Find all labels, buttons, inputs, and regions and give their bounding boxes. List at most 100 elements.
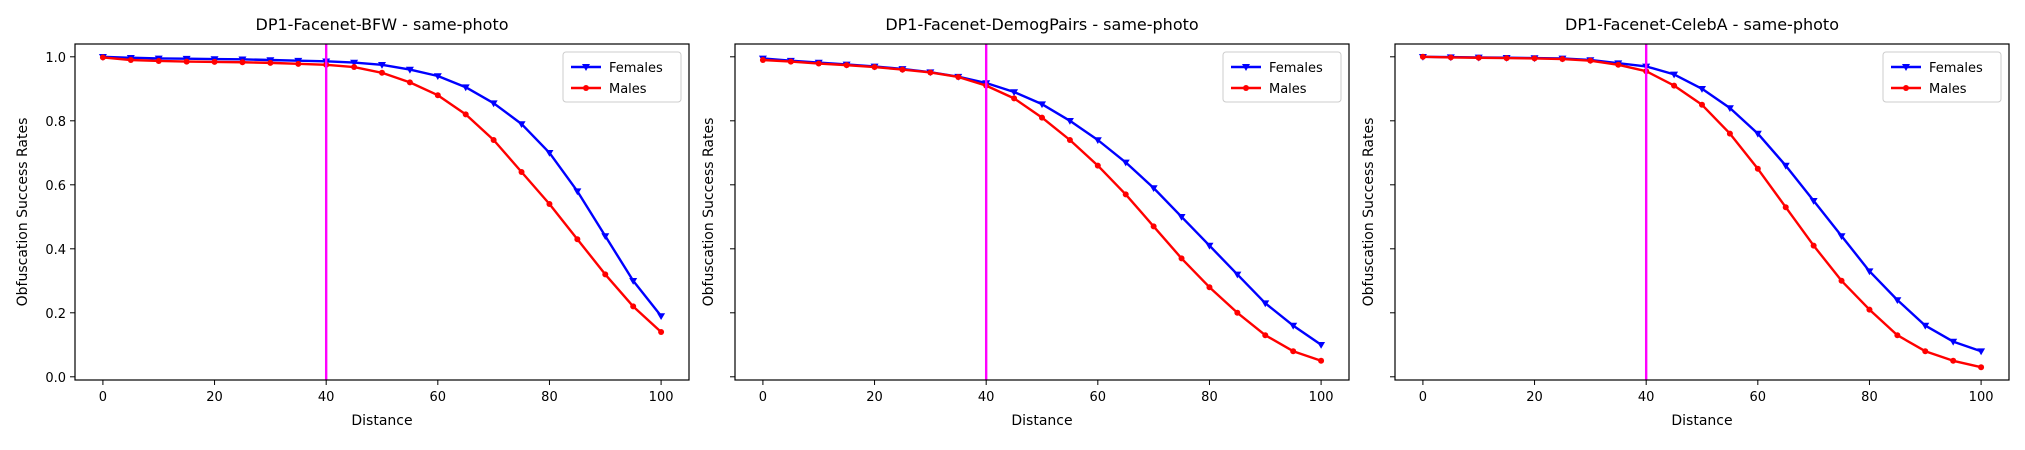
x-tick-label: 80 (1201, 390, 1218, 405)
legend-marker (1902, 64, 1910, 71)
data-point-males (267, 59, 274, 66)
legend-marker (1243, 85, 1249, 91)
data-point-females (1038, 101, 1046, 109)
legend-box (562, 51, 682, 103)
data-point-males (1559, 56, 1566, 63)
data-point-males (602, 271, 609, 278)
x-tick-label: 80 (1861, 390, 1878, 405)
data-point-males (518, 169, 525, 175)
data-point-males (574, 236, 581, 243)
data-point-females (1698, 86, 1706, 93)
x-tick-label: 80 (541, 390, 558, 405)
data-point-males (843, 62, 850, 69)
data-point-males (1234, 309, 1241, 316)
legend-marker (582, 64, 590, 71)
data-point-females (433, 73, 442, 80)
data-point-females (601, 233, 610, 240)
data-point-males (1978, 364, 1985, 371)
x-axis-label: Distance (1011, 413, 1072, 429)
legend-label-males: Males (609, 82, 647, 97)
data-point-males (155, 57, 162, 64)
x-axis-label: Distance (1671, 413, 1732, 429)
data-point-males (871, 64, 878, 71)
data-point-males (1503, 55, 1510, 62)
data-point-males (1122, 191, 1129, 198)
data-point-females (1949, 338, 1958, 346)
data-point-females (378, 62, 386, 69)
data-point-females (1893, 297, 1902, 304)
legend-label-males: Males (1269, 82, 1307, 97)
data-point-females (1010, 89, 1019, 96)
data-point-males (1150, 223, 1157, 230)
y-axis-label: Obfuscation Success Rates (701, 118, 717, 307)
data-point-males (1419, 53, 1426, 60)
legend-box (1882, 51, 2002, 103)
x-tick-label: 20 (1526, 390, 1543, 405)
data-point-males (759, 57, 766, 63)
data-point-females (1725, 105, 1734, 112)
y-tick-label: 0.6 (45, 179, 66, 194)
chart-title: DP1-Facenet-BFW - same-photo (256, 15, 509, 34)
data-point-males (1039, 114, 1045, 121)
data-point-males (1922, 348, 1929, 355)
data-point-males (1754, 165, 1761, 172)
data-point-males (630, 303, 637, 310)
data-point-females (1261, 300, 1270, 308)
data-point-males (899, 66, 906, 73)
data-point-females (1233, 271, 1242, 279)
data-point-males (1290, 348, 1297, 355)
chart-panel-1: DP1-Facenet-BFW - same-photo 0 20 40 60 80 100… (15, 15, 690, 429)
data-point-females (1205, 242, 1214, 250)
legend-label-females: Females (1269, 61, 1323, 76)
data-point-females (573, 188, 582, 196)
data-point-females (1317, 342, 1326, 349)
data-point-males (1671, 82, 1678, 89)
data-point-females (657, 313, 666, 320)
data-point-males (658, 329, 665, 335)
legend-marker (1242, 64, 1250, 71)
data-point-males (1447, 54, 1454, 61)
x-tick-label: 20 (866, 390, 883, 405)
x-tick-label: 0 (99, 390, 107, 405)
legend-label-males: Males (1929, 82, 1967, 97)
data-point-males (1318, 357, 1325, 364)
data-point-females (350, 59, 359, 67)
data-point-males (295, 60, 302, 67)
y-tick-label: 0.0 (45, 371, 66, 386)
x-tick-label: 0 (1419, 390, 1427, 405)
x-tick-label: 100 (1309, 390, 1334, 405)
x-tick-label: 40 (318, 390, 335, 405)
data-point-females (1921, 322, 1930, 330)
x-tick-label: 60 (1750, 390, 1767, 405)
chart-title: DP1-Facenet-CelebA - same-photo (1565, 15, 1839, 34)
plot-frame (734, 43, 1350, 381)
data-point-females (405, 66, 414, 74)
data-point-males (1531, 55, 1538, 62)
data-point-males (546, 201, 553, 207)
data-point-females (1781, 162, 1790, 170)
data-point-males (379, 69, 385, 76)
legend: Females Males (1882, 51, 2002, 103)
plot-frame (1394, 43, 2010, 381)
data-point-males (1894, 332, 1901, 339)
data-point-females (1177, 214, 1186, 221)
data-point-females (1149, 185, 1158, 192)
chart-panel-2: DP1-Facenet-DemogPairs - same-photo 0 20 40… (701, 15, 1350, 429)
data-point-females (461, 84, 470, 92)
data-point-males (1950, 357, 1957, 364)
data-point-females (1753, 130, 1762, 138)
data-point-males (1866, 306, 1873, 313)
data-point-males (815, 60, 822, 67)
y-tick-label: 1.0 (45, 51, 66, 66)
plot-area (1418, 53, 1986, 371)
data-point-males (211, 58, 218, 65)
data-point-males (351, 64, 358, 71)
data-point-females (629, 278, 638, 285)
x-tick-label: 60 (1090, 390, 1107, 405)
data-point-males (127, 57, 134, 63)
y-tick-label: 0.2 (45, 307, 66, 322)
data-point-males (406, 79, 413, 86)
data-point-females (1065, 118, 1074, 125)
data-point-males (1066, 137, 1073, 143)
